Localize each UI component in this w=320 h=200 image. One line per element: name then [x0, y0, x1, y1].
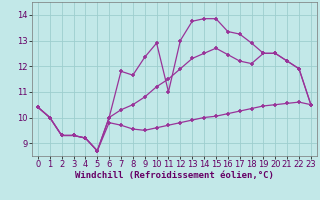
X-axis label: Windchill (Refroidissement éolien,°C): Windchill (Refroidissement éolien,°C) [75, 171, 274, 180]
